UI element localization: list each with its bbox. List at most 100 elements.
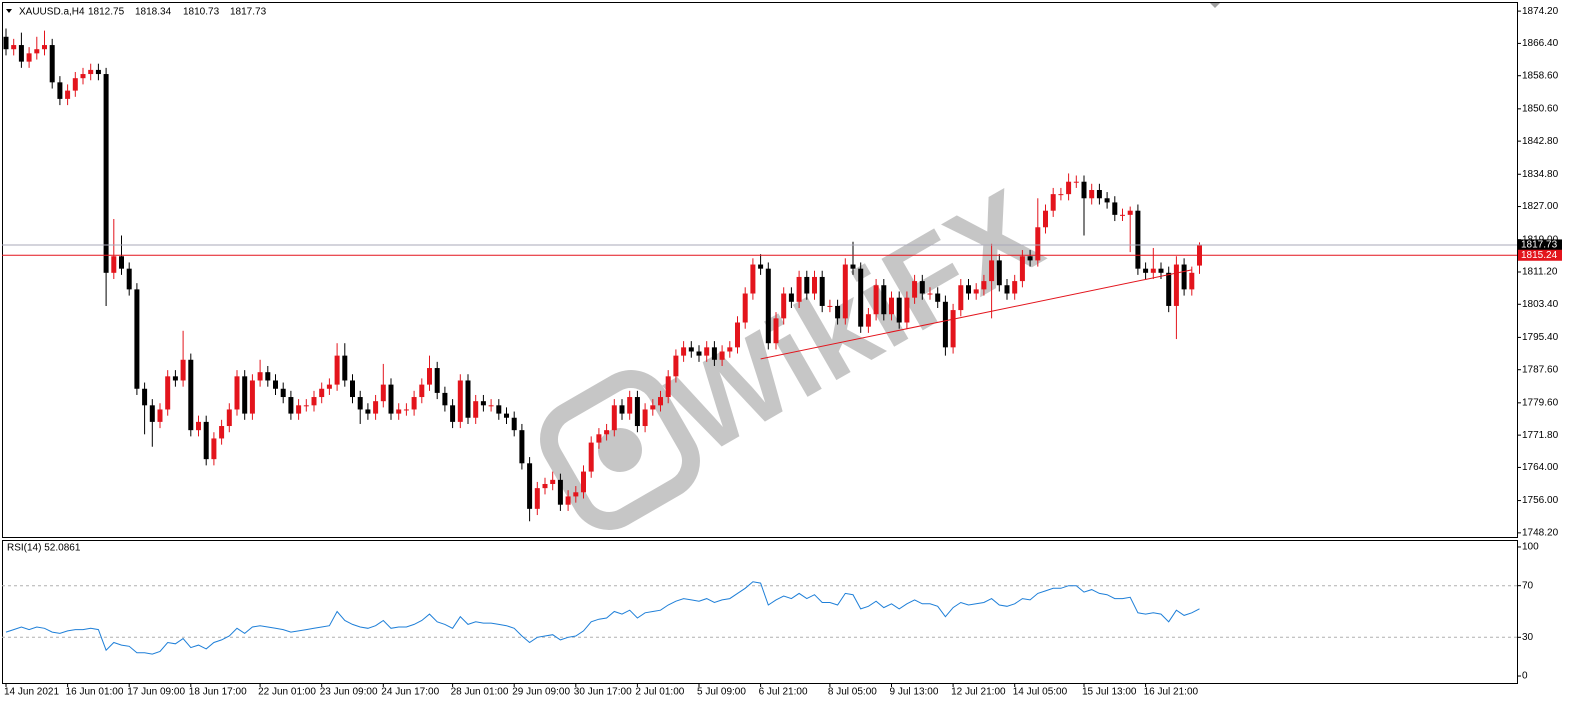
rsi-panel <box>2 540 1518 684</box>
candle-body <box>11 45 17 50</box>
candle-body <box>504 413 509 418</box>
price-label: 1817.73 <box>1521 240 1558 251</box>
candle-body <box>249 380 255 414</box>
candle-body <box>242 376 248 414</box>
candle-body <box>719 351 725 360</box>
x-tick-label: 14 Jun 2021 <box>4 687 59 698</box>
candle-body <box>835 305 841 319</box>
candle-body <box>288 397 294 414</box>
x-tick-label: 16 Jun 01:00 <box>66 687 124 698</box>
candle-body <box>534 488 540 509</box>
candle-body <box>750 264 756 294</box>
price-label-box <box>1518 239 1562 251</box>
candle-body <box>203 421 209 460</box>
candle-body <box>627 397 633 414</box>
y-tick-label: 1834.80 <box>1522 169 1559 180</box>
symbol: XAUUSD.a,H4 <box>19 7 85 18</box>
y-tick-label: 1811.20 <box>1522 267 1558 278</box>
candle-body <box>981 281 987 290</box>
y-tick-label: 100 <box>1522 542 1539 553</box>
x-tick-label: 6 Jul 21:00 <box>759 687 808 698</box>
candle-body <box>1027 256 1033 261</box>
y-tick-label: 1858.60 <box>1522 70 1559 81</box>
header-low: 1810.73 <box>183 7 220 18</box>
candle-body <box>380 384 386 402</box>
candle-body <box>1127 210 1133 215</box>
candle-body <box>450 405 456 422</box>
candle-body <box>665 376 671 398</box>
x-tick-label: 28 Jun 01:00 <box>451 687 509 698</box>
price-label: 1815.24 <box>1521 250 1558 261</box>
candle-body <box>342 355 348 381</box>
candle-body <box>735 322 740 348</box>
candle-body <box>434 368 440 393</box>
menu-arrow[interactable] <box>6 9 12 13</box>
candle-body <box>350 380 355 398</box>
x-tick-label: 22 Jun 01:00 <box>258 687 316 698</box>
candle-body <box>419 384 425 398</box>
candle-body <box>1104 198 1110 203</box>
candle-body <box>796 276 802 302</box>
candle-body <box>88 69 94 75</box>
candle-body <box>842 264 848 319</box>
header-close: 1817.73 <box>230 7 267 18</box>
candle-body <box>334 355 340 385</box>
candle-body <box>696 351 702 356</box>
candle-body <box>188 359 194 431</box>
candle-body <box>480 401 486 406</box>
candle-body <box>396 409 402 414</box>
candle-body <box>142 388 148 406</box>
candle-body <box>119 256 124 269</box>
x-tick-label: 14 Jul 05:00 <box>1013 687 1068 698</box>
candle-body <box>634 397 640 427</box>
candle-body <box>850 264 856 269</box>
candle-body <box>196 421 201 431</box>
price-label-box <box>1518 249 1562 261</box>
candle-body <box>18 45 24 62</box>
y-tick-label: 1748.20 <box>1522 527 1559 538</box>
candle-body <box>1166 272 1172 306</box>
y-tick-label: 1850.60 <box>1522 103 1559 114</box>
candle-body <box>1050 194 1056 211</box>
candle-body <box>881 285 887 315</box>
candle-body <box>296 405 302 414</box>
candle-body <box>896 297 902 323</box>
candle-body <box>442 392 448 406</box>
candle-body <box>935 293 941 302</box>
candle-body <box>388 384 394 414</box>
candle-body <box>1135 210 1141 269</box>
candle-body <box>966 285 971 294</box>
main-panel <box>2 2 1518 538</box>
candle-body <box>72 78 78 91</box>
candle-body <box>611 405 617 431</box>
candle-body <box>257 372 263 381</box>
candle-body <box>65 90 71 99</box>
candle-body <box>1019 256 1025 282</box>
candle-body <box>873 285 879 315</box>
candle-body <box>619 405 625 414</box>
rsi-title: RSI(14) 52.0861 <box>7 543 81 554</box>
candle-body <box>165 376 171 410</box>
header-open: 1812.75 <box>88 7 125 18</box>
watermark-logo-dot <box>598 428 642 472</box>
candle-body <box>989 260 995 282</box>
y-tick-label: 1842.80 <box>1522 136 1559 147</box>
candle-body <box>557 479 563 505</box>
candle-body <box>1081 181 1087 199</box>
candle-body <box>134 289 140 389</box>
x-tick-label: 8 Jul 05:00 <box>828 687 877 698</box>
y-tick-label: 1827.00 <box>1522 201 1559 212</box>
header-high: 1818.34 <box>135 7 172 18</box>
candle-body <box>42 45 47 50</box>
candle-body <box>688 347 694 352</box>
candle-body <box>234 376 240 410</box>
candle-body <box>57 82 63 99</box>
candle-body <box>650 405 656 410</box>
candle-body <box>1120 214 1125 216</box>
candle-body <box>889 297 894 315</box>
y-tick-label: 1866.40 <box>1522 38 1559 49</box>
candle-body <box>1143 268 1149 273</box>
candle-body <box>496 405 502 414</box>
candle-body <box>711 347 717 360</box>
